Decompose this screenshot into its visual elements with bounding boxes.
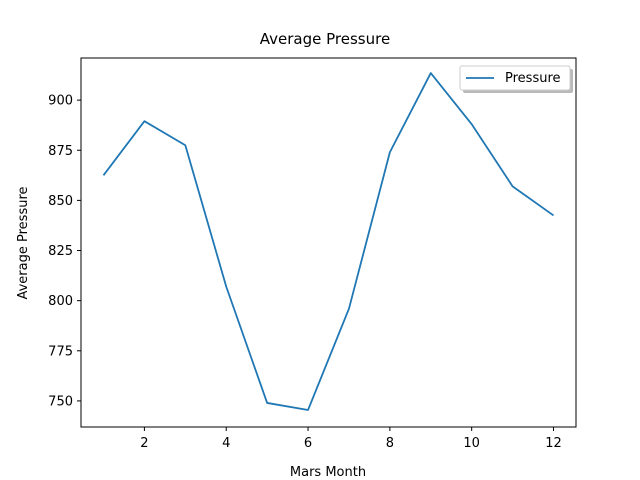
y-tick-label: 875	[48, 144, 73, 159]
y-tick-label: 825	[48, 244, 73, 259]
series-line-pressure	[102, 72, 555, 411]
y-axis: 750 775 800 825 850 875 900	[48, 94, 81, 409]
legend-label-pressure: Pressure	[505, 71, 561, 86]
plot-area-frame	[80, 57, 577, 428]
x-tick-label: 6	[304, 436, 312, 451]
x-tick-label: 10	[463, 436, 480, 451]
series-layer	[102, 72, 555, 411]
legend: Pressure	[459, 65, 573, 93]
y-tick-label: 850	[48, 194, 73, 209]
y-tick-label: 750	[48, 394, 73, 409]
x-tick-label: 4	[222, 436, 230, 451]
chart-title: Average Pressure	[260, 30, 390, 48]
y-tick-label: 800	[48, 294, 73, 309]
x-tick-label: 12	[545, 436, 562, 451]
legend-box	[459, 65, 571, 91]
x-tick-label: 2	[140, 436, 148, 451]
y-tick-label: 775	[48, 344, 73, 359]
x-axis: 2 4 6 8 10 12	[140, 427, 562, 451]
y-tick-label: 900	[48, 94, 73, 109]
x-axis-label: Mars Month	[290, 465, 366, 480]
x-tick-label: 8	[386, 436, 394, 451]
y-axis-label: Average Pressure	[16, 186, 31, 299]
